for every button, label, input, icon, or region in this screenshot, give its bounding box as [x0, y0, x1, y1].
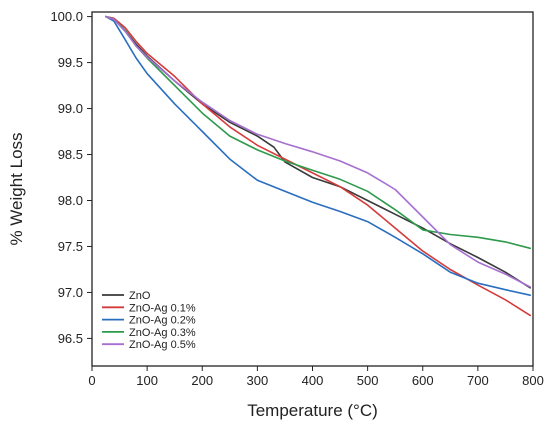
y-tick-label: 99.0: [58, 101, 83, 116]
y-tick-label: 96.5: [58, 331, 83, 346]
series-line-4: [105, 15, 531, 288]
x-axis-title: Temperature (°C): [247, 401, 378, 420]
y-tick-label: 97.0: [58, 285, 83, 300]
legend-label: ZnO-Ag 0.2%: [129, 315, 196, 327]
y-tick-label: 100.0: [50, 9, 83, 24]
y-axis-title: % Weight Loss: [7, 132, 26, 245]
x-tick-label: 300: [247, 373, 269, 388]
x-tick-label: 500: [357, 373, 379, 388]
series-line-2: [105, 15, 531, 296]
x-tick-label: 600: [412, 373, 434, 388]
x-axis-ticks: 0 100 200 300 400 500 600 700 800: [88, 366, 544, 388]
x-tick-label: 200: [191, 373, 213, 388]
series-line-0: [105, 15, 531, 289]
y-axis-ticks: 96.5 97.0 97.5 98.0 98.5 99.0 99.5 100.0: [50, 9, 92, 346]
series-line-1: [105, 15, 531, 317]
legend-label: ZnO: [129, 290, 151, 302]
x-tick-label: 700: [467, 373, 489, 388]
x-tick-label: 0: [88, 373, 95, 388]
y-tick-label: 98.0: [58, 193, 83, 208]
y-tick-label: 97.5: [58, 239, 83, 254]
plot-lines: [105, 15, 531, 317]
legend-label: ZnO-Ag 0.1%: [129, 302, 196, 314]
series-line-3: [105, 15, 531, 250]
x-tick-label: 100: [136, 373, 158, 388]
legend-label: ZnO-Ag 0.3%: [129, 327, 196, 339]
x-tick-label: 400: [302, 373, 324, 388]
y-tick-label: 98.5: [58, 147, 83, 162]
x-tick-label: 800: [522, 373, 544, 388]
legend-label: ZnO-Ag 0.5%: [129, 339, 196, 351]
y-tick-label: 99.5: [58, 55, 83, 70]
